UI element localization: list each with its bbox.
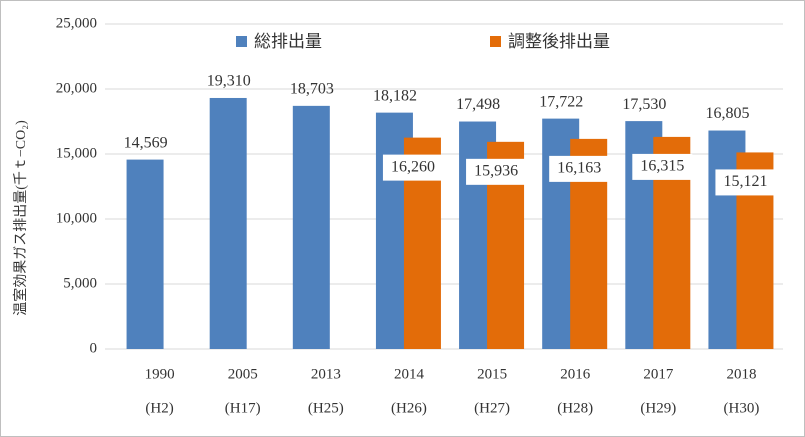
x-tick-label: (H30) xyxy=(724,400,760,416)
data-label: 18,703 xyxy=(290,81,334,98)
data-label: 18,182 xyxy=(373,87,417,104)
data-label: 16,805 xyxy=(705,105,749,122)
data-label-box xyxy=(632,153,693,180)
bar xyxy=(126,159,164,349)
y-tick-label: 20,000 xyxy=(56,80,97,96)
x-tick-label: (H17) xyxy=(225,400,261,416)
data-label: 17,722 xyxy=(539,93,583,110)
x-tick-label: 1990 xyxy=(145,366,175,382)
data-label: 15,121 xyxy=(723,173,767,190)
x-tick-label: 2017 xyxy=(643,366,674,382)
x-tick-label: (H28) xyxy=(557,400,593,416)
x-tick-label: (H26) xyxy=(391,400,427,416)
legend-swatch xyxy=(490,36,501,47)
y-tick-label: 25,000 xyxy=(56,15,97,31)
data-label: 16,163 xyxy=(557,160,601,177)
x-tick-label: 2013 xyxy=(311,366,341,382)
data-label: 16,315 xyxy=(640,158,684,175)
x-tick-label: 2016 xyxy=(560,366,591,382)
bar xyxy=(209,97,247,349)
data-label-box xyxy=(715,169,776,196)
legend-label: 調整後排出量 xyxy=(508,32,610,52)
data-label-box xyxy=(466,158,527,185)
y-tick-label: 5,000 xyxy=(63,275,97,291)
data-label: 14,569 xyxy=(124,134,168,151)
x-tick-label: 2014 xyxy=(394,366,425,382)
data-label: 17,530 xyxy=(622,96,666,113)
data-label-box xyxy=(549,155,610,182)
y-tick-label: 15,000 xyxy=(56,145,97,161)
x-tick-label: (H27) xyxy=(474,400,510,416)
y-tick-label: 0 xyxy=(90,340,98,356)
bar xyxy=(292,105,330,350)
data-label: 19,310 xyxy=(207,73,251,90)
x-tick-label: 2005 xyxy=(228,366,258,382)
data-label-box xyxy=(382,154,443,181)
x-tick-label: (H2) xyxy=(145,400,173,416)
data-label: 15,936 xyxy=(474,163,518,180)
x-tick-label: (H25) xyxy=(308,400,344,416)
legend-swatch xyxy=(236,36,247,47)
x-tick-label: 2018 xyxy=(726,366,756,382)
y-axis-title: 温室効果ガス排出量(千ｔ−CO₂) xyxy=(12,120,29,316)
legend-label: 総排出量 xyxy=(254,32,322,52)
x-tick-label: (H29) xyxy=(640,400,676,416)
y-tick-label: 10,000 xyxy=(56,210,97,226)
data-label: 16,260 xyxy=(391,158,435,175)
x-tick-label: 2015 xyxy=(477,366,507,382)
data-label: 17,498 xyxy=(456,96,500,113)
